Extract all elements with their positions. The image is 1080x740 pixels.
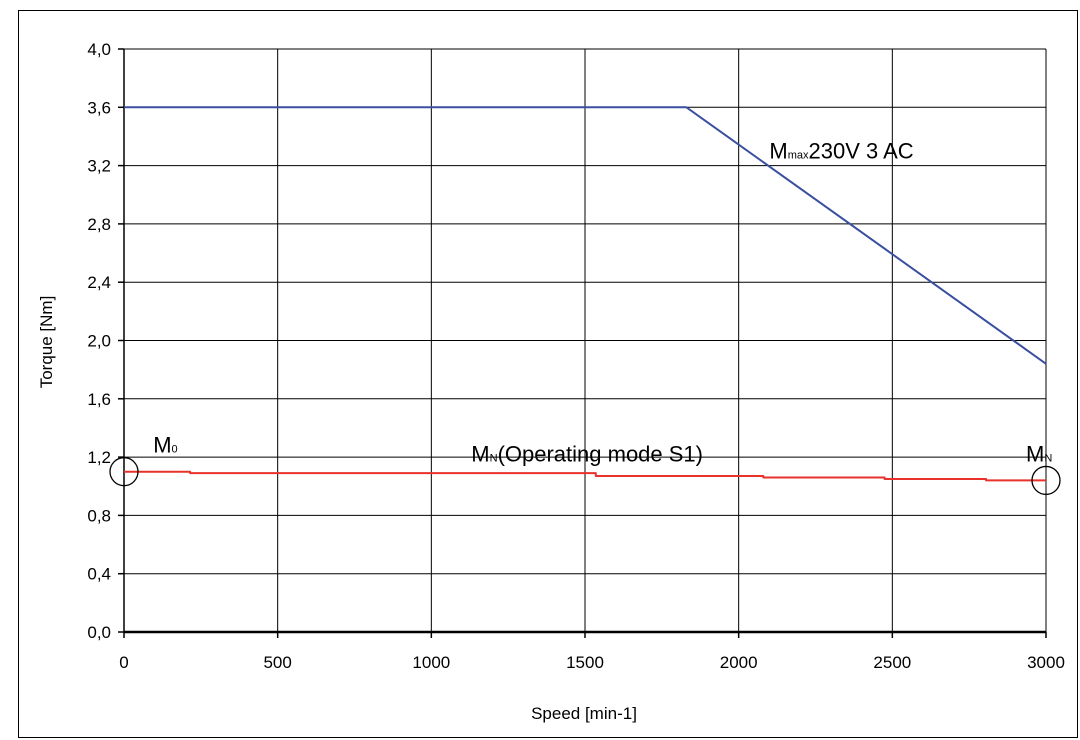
y-tick-label: 2,0 — [87, 332, 111, 351]
x-tick-label: 2000 — [720, 653, 758, 672]
y-tick-label: 1,6 — [87, 390, 111, 409]
y-axis-label: Torque [Nm] — [37, 296, 56, 389]
mmax-curve — [124, 106, 1047, 365]
y-tick-labels: 0,0 0,4 0,8 1,2 1,6 2,0 2,4 2,8 3,2 3,6 4,0 — [87, 40, 111, 642]
x-axis-label: Speed [min-1] — [531, 704, 637, 723]
x-tick-label: 3000 — [1027, 653, 1065, 672]
x-tick-label: 1000 — [412, 653, 450, 672]
grid — [124, 48, 1047, 632]
series-group — [124, 106, 1047, 482]
y-tick-label: 0,8 — [87, 506, 111, 525]
y-tick-label: 2,8 — [87, 215, 111, 234]
y-tick-label: 3,6 — [87, 98, 111, 117]
mn-operating-annotation: MN(Operating mode S1) — [471, 441, 703, 466]
y-tick-label: 0,4 — [87, 565, 111, 584]
y-tick-label: 0,0 — [87, 623, 111, 642]
y-tick-label: 4,0 — [87, 40, 111, 59]
x-tick-label: 2500 — [873, 653, 911, 672]
x-tick-labels: 0 500 1000 1500 2000 2500 3000 — [119, 653, 1065, 672]
mn-end-annotation: MN — [1026, 441, 1052, 466]
annotations-group: Mmax230V 3 AC MN(Operating mode S1) M0 MN — [153, 138, 1052, 466]
mn-marker-circle — [1031, 465, 1061, 496]
mn-curve — [124, 470, 1046, 482]
m0-marker-circle — [109, 457, 139, 487]
y-tick-label: 2,4 — [87, 273, 111, 292]
chart-frame — [18, 10, 1078, 738]
y-tick-label: 1,2 — [87, 448, 111, 467]
axes — [118, 48, 1047, 638]
x-tick-label: 0 — [119, 653, 128, 672]
markers-group — [109, 457, 1061, 496]
y-tick-label: 3,2 — [87, 157, 111, 176]
mmax-annotation: Mmax230V 3 AC — [769, 138, 913, 163]
x-tick-label: 500 — [263, 653, 291, 672]
x-tick-label: 1500 — [566, 653, 604, 672]
m0-annotation: M0 — [153, 433, 177, 458]
